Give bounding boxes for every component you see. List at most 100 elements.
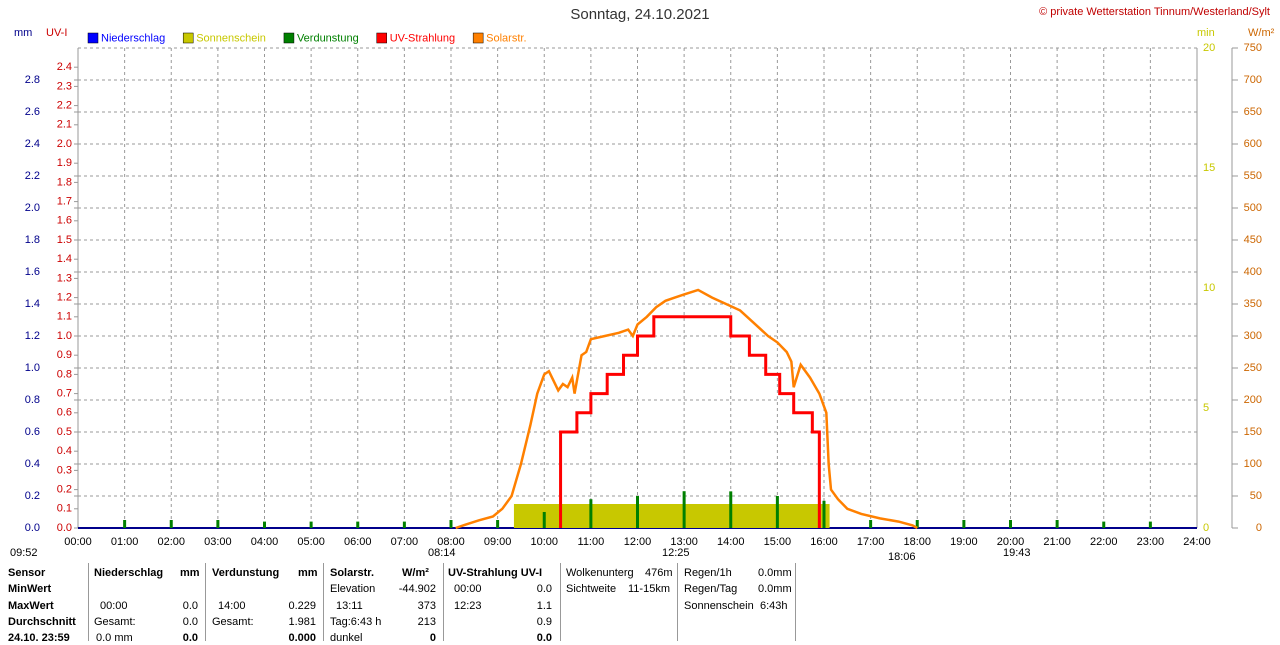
bar	[449, 520, 453, 528]
cell: mm	[180, 567, 200, 579]
y-tick-label: 0.0	[25, 522, 40, 534]
bar	[169, 520, 173, 528]
x-tick-label: 17:00	[857, 536, 885, 548]
separator	[88, 563, 89, 641]
line	[455, 288, 918, 530]
y-tick-label: 10	[1203, 282, 1215, 294]
y-tick-label: 0.1	[57, 503, 72, 515]
y-tick-label: 500	[1244, 202, 1262, 214]
axis-label: min	[1197, 27, 1215, 39]
y-tick-label: 150	[1244, 426, 1262, 438]
y-tick-label: 200	[1244, 394, 1262, 406]
y-tick-label: 1.8	[25, 234, 40, 246]
cell: Gesamt:	[212, 616, 254, 628]
x-tick-label: 16:00	[810, 536, 838, 548]
legend-swatch	[182, 32, 194, 44]
separator	[443, 563, 444, 641]
y-tick-label: 550	[1244, 170, 1262, 182]
x-tick-label: 09:00	[484, 536, 512, 548]
x-tick-label: 19:00	[950, 536, 978, 548]
y-tick-label: 2.2	[25, 170, 40, 182]
cell: 1.1	[536, 600, 552, 612]
bar	[123, 520, 127, 528]
axis-label: mm	[14, 27, 32, 39]
cell: 0.0	[182, 632, 198, 644]
y-tick-label: 0.8	[25, 394, 40, 406]
legend-swatch	[376, 32, 387, 44]
sun-marker: 19:43	[1003, 547, 1031, 559]
separator	[677, 563, 678, 641]
y-tick-label: 2.4	[57, 61, 72, 73]
y-tick-label: 2.4	[25, 138, 40, 150]
cell: 0.9	[536, 616, 552, 628]
y-tick-label: 2.1	[57, 119, 72, 131]
x-tick-label: 00:00	[64, 536, 92, 548]
cell: 0.229	[288, 600, 316, 612]
separator	[323, 563, 324, 641]
x-tick-label: 10:00	[530, 536, 558, 548]
bar	[589, 499, 593, 528]
cell: 0.0	[182, 600, 198, 612]
cell: Wolkenunterg	[566, 567, 634, 579]
y-tick-label: 1.6	[25, 266, 40, 278]
bar	[869, 520, 873, 528]
y-tick-label: 100	[1244, 458, 1262, 470]
x-tick-label: 04:00	[251, 536, 279, 548]
bar	[1102, 521, 1106, 528]
cell: -44.902	[398, 583, 436, 595]
cell: 0.0	[536, 583, 552, 595]
y-tick-label: 650	[1244, 106, 1262, 118]
legend-label: UV-Strahlung	[390, 32, 455, 44]
y-tick-label: 0	[1256, 522, 1262, 534]
cell: 0.0 mm	[96, 632, 133, 644]
y-tick-label: 1.4	[25, 298, 40, 310]
cell: Niederschlag	[94, 567, 164, 579]
y-tick-label: 1.0	[25, 362, 40, 374]
cell: Durchschnitt	[8, 616, 76, 628]
y-tick-label: 20	[1203, 42, 1215, 54]
y-tick-label: 1.6	[57, 215, 72, 227]
y-tick-label: 600	[1244, 138, 1262, 150]
cell: 0.000	[288, 632, 316, 644]
x-tick-label: 13:00	[670, 536, 698, 548]
cell: Sonnenschein	[684, 600, 754, 612]
y-tick-label: 1.0	[57, 330, 72, 342]
y-tick-label: 2.2	[57, 100, 72, 112]
bar	[263, 521, 266, 528]
bar	[729, 491, 733, 528]
y-tick-label: 1.9	[57, 157, 72, 169]
sun-marker: 18:06	[888, 551, 916, 563]
y-tick-label: 1.3	[57, 272, 72, 284]
cell: 14:00	[218, 600, 246, 612]
cell: 00:00	[100, 600, 128, 612]
x-tick-label: 22:00	[1090, 536, 1118, 548]
separator	[560, 563, 561, 641]
sun-marker: 12:25	[662, 547, 690, 559]
cell: 0.0	[182, 616, 198, 628]
bar	[962, 520, 966, 528]
y-tick-label: 2.0	[25, 202, 40, 214]
copyright: © private Wetterstation Tinnum/Westerlan…	[1039, 6, 1270, 18]
y-tick-label: 0.4	[57, 445, 72, 457]
legend-swatch	[87, 32, 99, 44]
cell: 12:23	[454, 600, 482, 612]
x-tick-label: 18:00	[903, 536, 931, 548]
y-tick-label: 1.2	[57, 292, 72, 304]
x-tick-label: 07:00	[391, 536, 419, 548]
bar	[216, 520, 220, 528]
cell: 0	[429, 632, 436, 644]
separator	[205, 563, 206, 641]
x-tick-label: 02:00	[157, 536, 185, 548]
cell: Regen/1h	[684, 567, 732, 579]
x-tick-label: 03:00	[204, 536, 232, 548]
y-tick-label: 50	[1250, 490, 1262, 502]
x-tick-label: 08:00	[437, 536, 465, 548]
cell: Sichtweite	[566, 583, 617, 595]
x-tick-label: 11:00	[578, 536, 605, 548]
y-tick-label: 450	[1244, 234, 1262, 246]
cell: 1.981	[288, 616, 316, 628]
y-tick-label: 0.3	[57, 464, 72, 476]
y-tick-label: 0.6	[57, 407, 72, 419]
